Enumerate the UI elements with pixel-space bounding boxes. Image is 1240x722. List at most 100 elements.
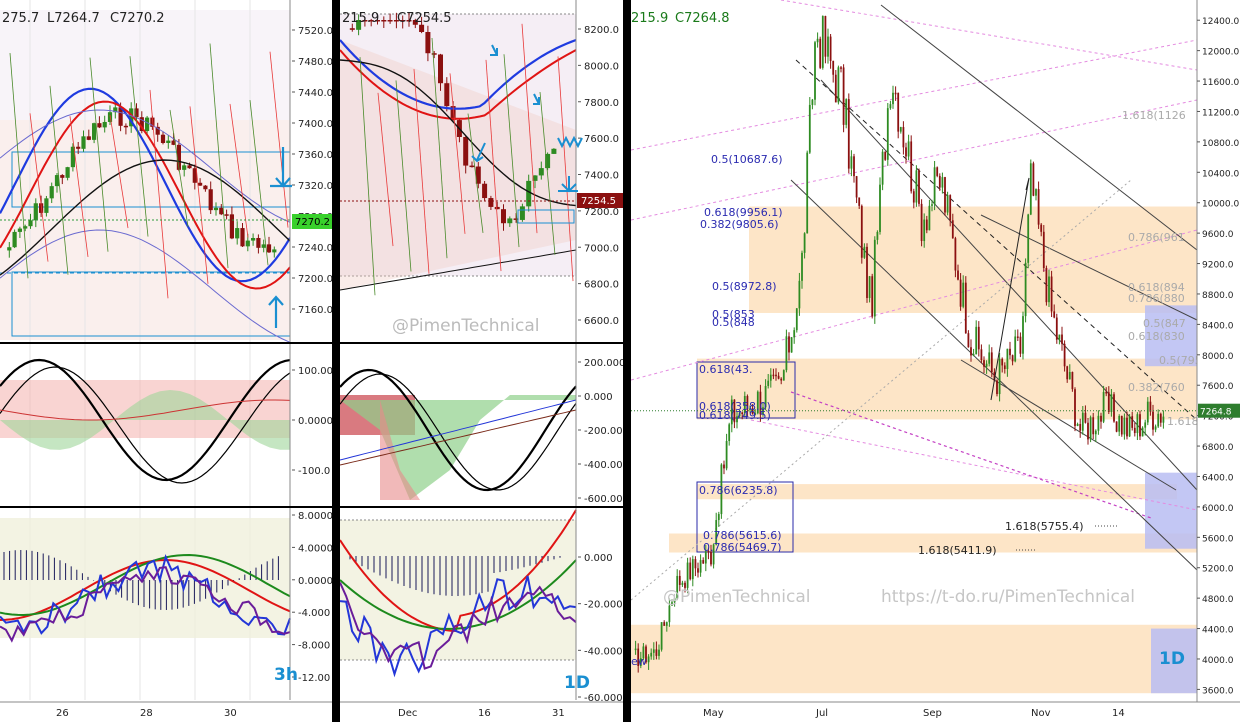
candle xyxy=(977,326,980,350)
price-axis-label: 7600.0 xyxy=(1202,382,1234,392)
price-axis-label: 7800.0 xyxy=(584,98,619,109)
candle xyxy=(777,375,780,379)
candle xyxy=(187,165,192,169)
candle xyxy=(551,148,557,154)
candle xyxy=(139,117,144,132)
fib-label-right: 0.5(847 xyxy=(1143,317,1186,330)
candle xyxy=(1037,189,1040,225)
candle xyxy=(171,140,176,145)
candle xyxy=(697,568,699,573)
fib-label-right: 1.618(1126 xyxy=(1122,109,1186,122)
price-axis-label: 10000.0 xyxy=(1202,200,1239,210)
macd-blue-line xyxy=(340,575,577,678)
arrow-up-icon xyxy=(268,295,284,328)
fib-label: 0.618( xyxy=(699,363,735,376)
zigzag-line xyxy=(431,37,448,259)
candle xyxy=(1035,189,1037,196)
candle xyxy=(637,648,640,666)
candle xyxy=(507,218,513,224)
header-c: C7270.2 xyxy=(110,11,165,26)
chart-1d[interactable]: 215.9 C7254.5 @PimenTechnical 8200.0 8000.0 7… xyxy=(340,0,623,722)
candle xyxy=(70,146,75,168)
price-axis-label: 4000.0 xyxy=(1202,656,1234,666)
osc-brown-line xyxy=(340,409,577,466)
date-label: 28 xyxy=(140,708,153,719)
candle xyxy=(993,372,996,381)
candle xyxy=(362,20,368,22)
macd-axis-label: 0.0000 xyxy=(298,576,332,587)
candle xyxy=(251,237,256,241)
date-label: Sep xyxy=(923,708,942,719)
candle xyxy=(412,20,418,25)
candle xyxy=(1016,336,1019,338)
candle xyxy=(494,206,500,210)
price-axis-label: 12000.0 xyxy=(1202,48,1239,58)
candle xyxy=(782,370,785,381)
candle xyxy=(1061,334,1063,344)
candle xyxy=(808,104,811,153)
candle xyxy=(855,176,858,198)
candle xyxy=(406,20,412,22)
candle xyxy=(1123,417,1126,435)
candle xyxy=(92,123,97,140)
candle xyxy=(686,562,689,588)
zigzag-line xyxy=(109,114,129,229)
candle xyxy=(1027,214,1030,263)
candle xyxy=(694,559,697,569)
trend-line-pink xyxy=(631,229,1198,381)
candle xyxy=(639,658,642,666)
candle xyxy=(788,336,790,353)
stoch-axis-label: 0.0000 xyxy=(298,416,332,427)
header-c: C7264.8 xyxy=(675,11,730,26)
candle xyxy=(811,99,814,105)
date-label: 26 xyxy=(56,708,69,719)
candle xyxy=(972,354,975,356)
candle xyxy=(1029,163,1032,215)
candle xyxy=(1146,401,1149,423)
chart-3h[interactable]: 275.7 L7264.7 C7270.2 7520.0 7480.0 7440.0 740… xyxy=(0,0,332,722)
candle xyxy=(1009,348,1011,356)
trend-channel-line xyxy=(980,214,1198,321)
candle xyxy=(689,562,692,580)
candle xyxy=(1058,334,1061,340)
macd-red-line xyxy=(0,558,291,621)
zigzag-line xyxy=(249,100,269,266)
candle xyxy=(803,233,806,253)
fib-label: 43. xyxy=(735,363,753,376)
osc-red-line xyxy=(0,399,291,421)
candle xyxy=(256,237,261,248)
candle xyxy=(668,605,671,623)
candle xyxy=(463,136,469,166)
candle xyxy=(145,117,150,132)
candle xyxy=(806,152,809,234)
osc-fill-red xyxy=(380,400,420,500)
candle xyxy=(1128,416,1131,437)
candle xyxy=(1087,422,1089,440)
candle xyxy=(1139,414,1141,437)
candle xyxy=(1048,276,1050,303)
candle xyxy=(769,374,772,381)
candle xyxy=(160,134,166,143)
candle xyxy=(840,67,842,69)
date-label: 16 xyxy=(478,708,491,719)
price-axis-label: 4400.0 xyxy=(1202,626,1234,636)
candle xyxy=(60,175,65,178)
candle xyxy=(1115,421,1118,432)
candle xyxy=(847,99,850,169)
candle xyxy=(532,175,538,181)
date-label: Nov xyxy=(1031,708,1051,719)
chart-main-1d[interactable]: 215.9 C7264.80.5(10687.6)0.618(9956.1)0.3… xyxy=(631,0,1240,722)
price-axis-label: 7520.0 xyxy=(298,26,332,37)
candle xyxy=(76,146,81,149)
candle xyxy=(658,649,660,656)
candle xyxy=(957,270,959,280)
candle xyxy=(1071,371,1074,390)
candle xyxy=(261,244,266,248)
candle xyxy=(393,20,399,22)
macd-axis-label: -12.00 xyxy=(298,673,330,684)
candle xyxy=(501,209,506,224)
candle xyxy=(959,279,962,307)
zigzag-line xyxy=(229,103,249,238)
candle xyxy=(1102,391,1105,422)
candle xyxy=(12,231,17,248)
